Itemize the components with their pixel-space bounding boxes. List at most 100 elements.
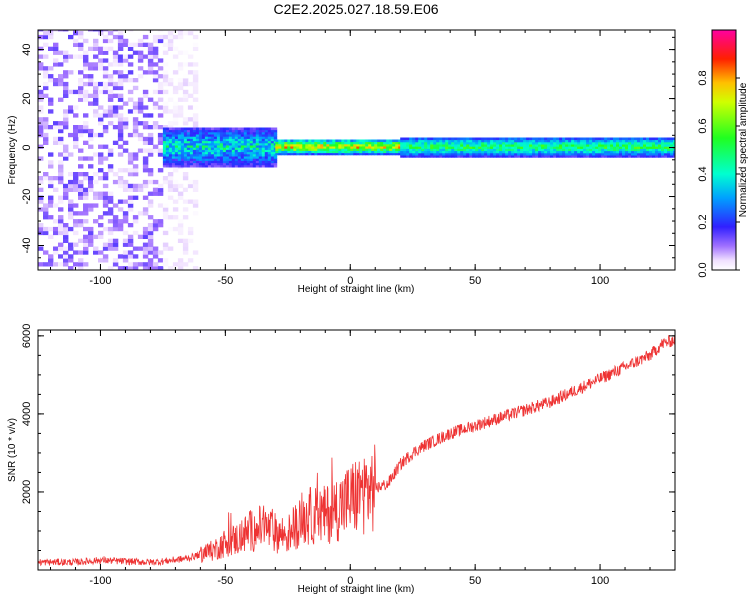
heatmap-cell-region-0 — [83, 62, 89, 67]
heatmap-cell-region-0 — [137, 234, 144, 239]
heatmap-cell-region-0 — [112, 172, 119, 177]
heatmap-cell-region-3 — [287, 139, 291, 143]
heatmap-cell-region-1 — [187, 105, 194, 110]
heatmap-cell-region-4 — [526, 148, 530, 152]
heatmap-cell-region-2 — [261, 138, 266, 142]
heatmap-cell-region-3 — [383, 139, 387, 143]
heatmap-cell-region-2 — [186, 127, 191, 131]
heatmap-cell-region-2 — [201, 142, 206, 146]
heatmap-cell-region-2 — [192, 131, 197, 135]
heatmap-cell-region-2 — [165, 127, 170, 131]
heatmap-cell-region-4 — [433, 150, 437, 154]
heatmap-cell-region-2 — [174, 136, 179, 139]
heatmap-cell-region-0 — [63, 74, 69, 79]
heatmap-cell-region-2 — [255, 145, 260, 148]
heatmap-cell-region-0 — [58, 78, 64, 83]
spectrogram-x-tick-label: 100 — [591, 275, 609, 287]
heatmap-cell-region-4 — [637, 150, 641, 154]
colorbar-tick-label: 0.2 — [697, 214, 709, 229]
heatmap-cell-region-4 — [427, 146, 431, 149]
heatmap-cell-region-1 — [167, 226, 174, 232]
heatmap-cell-region-0 — [107, 97, 114, 102]
heatmap-cell-region-0 — [132, 50, 139, 55]
heatmap-cell-region-2 — [192, 138, 197, 142]
heatmap-cell-region-4 — [619, 144, 623, 147]
heatmap-cell-region-4 — [610, 152, 614, 156]
heatmap-cell-region-4 — [655, 150, 659, 154]
heatmap-cell-region-2 — [177, 136, 182, 139]
heatmap-cell-region-3 — [323, 143, 327, 147]
heatmap-cell-region-3 — [338, 146, 342, 149]
heatmap-cell-region-2 — [258, 156, 263, 159]
heatmap-cell-region-4 — [526, 152, 530, 156]
heatmap-cell-region-0 — [38, 105, 44, 110]
heatmap-cell-region-2 — [204, 138, 209, 142]
heatmap-cell-region-0 — [88, 207, 94, 212]
heatmap-cell-region-1 — [187, 54, 194, 59]
heatmap-cell-region-0 — [43, 250, 49, 255]
heatmap-cell-region-3 — [332, 146, 336, 149]
heatmap-cell-region-4 — [571, 141, 575, 145]
heatmap-cell-region-4 — [643, 139, 647, 143]
heatmap-cell-region-0 — [63, 89, 69, 95]
heatmap-cell-region-4 — [550, 139, 554, 143]
heatmap-cell-region-4 — [652, 137, 656, 141]
heatmap-cell-region-0 — [147, 246, 154, 251]
snr-y-tick-label: 2000 — [21, 480, 33, 504]
heatmap-cell-region-4 — [475, 137, 479, 141]
heatmap-cell-region-0 — [53, 30, 59, 32]
heatmap-cell-region-2 — [213, 153, 218, 157]
heatmap-cell-region-4 — [439, 146, 443, 149]
heatmap-cell-region-3 — [359, 139, 363, 143]
heatmap-cell-region-3 — [392, 141, 396, 145]
heatmap-cell-region-0 — [58, 179, 64, 185]
heatmap-cell-region-2 — [186, 145, 191, 148]
heatmap-cell-region-2 — [231, 131, 236, 135]
heatmap-cell-region-1 — [172, 34, 179, 40]
heatmap-cell-region-2 — [228, 149, 233, 153]
heatmap-cell-region-2 — [219, 127, 224, 131]
heatmap-cell-region-0 — [43, 207, 49, 212]
heatmap-cell-region-3 — [386, 146, 390, 149]
heatmap-cell-region-3 — [353, 139, 357, 143]
heatmap-cell-region-3 — [365, 152, 369, 156]
heatmap-cell-region-2 — [240, 138, 245, 142]
heatmap-cell-region-2 — [192, 156, 197, 159]
heatmap-cell-region-4 — [406, 155, 410, 158]
heatmap-cell-region-2 — [201, 136, 206, 139]
heatmap-cell-region-2 — [195, 162, 200, 166]
heatmap-cell-region-4 — [577, 144, 581, 147]
heatmap-cell-region-4 — [595, 148, 599, 152]
heatmap-cell-region-0 — [93, 81, 99, 87]
heatmap-cell-region-0 — [63, 152, 69, 157]
heatmap-cell-region-4 — [550, 155, 554, 158]
heatmap-cell-region-4 — [649, 148, 653, 152]
heatmap-cell-region-3 — [341, 146, 345, 149]
heatmap-cell-region-4 — [664, 152, 668, 156]
heatmap-cell-region-0 — [58, 195, 64, 200]
heatmap-cell-region-0 — [53, 250, 59, 255]
heatmap-cell-region-3 — [362, 139, 366, 143]
heatmap-cell-region-4 — [517, 146, 521, 149]
heatmap-cell-region-2 — [249, 147, 254, 150]
heatmap-cell-region-2 — [189, 145, 194, 148]
heatmap-cell-region-2 — [243, 127, 248, 131]
heatmap-cell-region-4 — [649, 150, 653, 154]
heatmap-cell-region-2 — [219, 145, 224, 148]
heatmap-cell-region-2 — [183, 140, 188, 144]
heatmap-cell-region-1 — [167, 109, 174, 114]
heatmap-cell-region-4 — [430, 137, 434, 141]
heatmap-cell-region-0 — [43, 85, 49, 91]
heatmap-cell-region-4 — [658, 146, 662, 149]
heatmap-cell-region-2 — [162, 129, 167, 133]
heatmap-cell-region-4 — [601, 148, 605, 152]
heatmap-cell-region-2 — [171, 164, 176, 168]
heatmap-cell-region-2 — [252, 149, 257, 153]
heatmap-cell-region-2 — [207, 145, 212, 148]
heatmap-cell-region-4 — [589, 148, 593, 152]
heatmap-cell-region-4 — [478, 137, 482, 141]
heatmap-cell-region-2 — [219, 136, 224, 139]
heatmap-cell-region-3 — [338, 143, 342, 147]
heatmap-cell-region-1 — [187, 238, 194, 243]
heatmap-cell-region-0 — [152, 54, 159, 59]
